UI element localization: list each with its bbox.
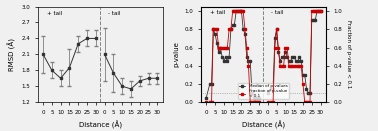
X-axis label: Distance (Å): Distance (Å) [242,120,285,129]
Y-axis label: RMSD (Å): RMSD (Å) [8,38,16,71]
Y-axis label: p-value: p-value [173,41,179,67]
Y-axis label: Fraction of p-value < 0.1: Fraction of p-value < 0.1 [345,20,350,88]
Text: - tail: - tail [271,10,284,15]
X-axis label: Distance (Å): Distance (Å) [79,120,122,129]
Text: + tail: + tail [210,10,225,15]
Text: + tail: + tail [46,10,62,15]
Text: - tail: - tail [108,10,121,15]
Legend: Median of p-values, Fraction of p-value
< 0.1: Median of p-values, Fraction of p-value … [238,83,289,99]
